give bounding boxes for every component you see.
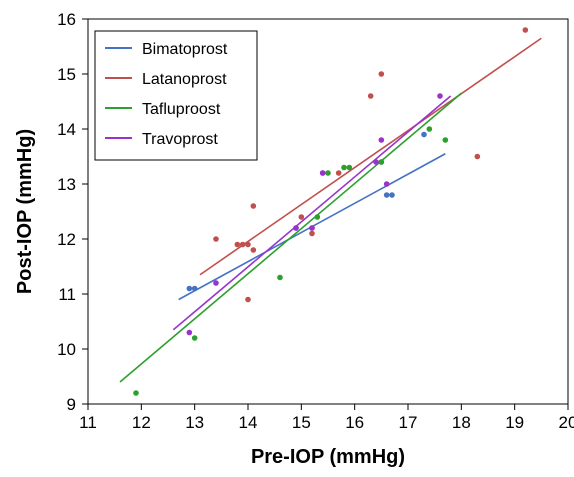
point-latanoprost <box>298 214 305 220</box>
point-latanoprost <box>245 241 251 248</box>
point-latanoprost <box>239 241 246 248</box>
point-latanoprost <box>213 236 219 242</box>
y-tick-label: 9 <box>67 395 76 414</box>
point-travoprost <box>373 159 379 165</box>
point-travoprost <box>319 170 326 176</box>
point-travoprost <box>309 225 315 231</box>
point-travoprost <box>437 93 443 99</box>
point-latanoprost <box>367 93 374 99</box>
legend-label-bimatoprost: Bimatoprost <box>142 41 228 58</box>
x-tick-label: 19 <box>505 413 524 432</box>
y-tick-label: 12 <box>57 230 76 249</box>
y-tick-label: 15 <box>57 65 76 84</box>
point-tafluproost <box>277 274 283 281</box>
point-travoprost <box>383 181 390 187</box>
y-axis-ticks: 9 10 11 12 13 14 15 16 <box>57 10 88 414</box>
point-bimatoprost <box>389 192 395 198</box>
point-tafluproost <box>325 170 331 176</box>
point-tafluproost <box>191 335 198 341</box>
x-tick-label: 13 <box>185 413 204 432</box>
point-tafluproost <box>426 126 433 132</box>
x-tick-label: 11 <box>79 413 97 432</box>
point-bimatoprost <box>383 192 390 198</box>
trendline-travoprost <box>172 95 452 331</box>
point-latanoprost <box>474 153 481 160</box>
point-latanoprost <box>378 71 385 77</box>
y-tick-label: 11 <box>58 285 76 304</box>
point-latanoprost <box>309 230 315 237</box>
x-tick-label: 15 <box>292 413 311 432</box>
point-latanoprost <box>335 170 342 176</box>
point-bimatoprost <box>421 131 427 138</box>
point-latanoprost <box>522 27 529 33</box>
point-bimatoprost <box>191 285 198 292</box>
x-tick-label: 18 <box>452 413 471 432</box>
x-tick-label: 12 <box>132 413 151 432</box>
y-tick-label: 13 <box>57 175 76 194</box>
x-tick-label: 16 <box>345 413 364 432</box>
point-travoprost <box>378 137 385 143</box>
point-tafluproost <box>314 214 321 220</box>
x-tick-label: 20 <box>559 413 574 432</box>
legend-label-latanoprost: Latanoprost <box>142 71 227 88</box>
point-latanoprost <box>250 247 257 253</box>
x-tick-label: 17 <box>399 413 418 432</box>
trendline-tafluproost <box>119 92 462 383</box>
legend-label-travoprost: Travoprost <box>142 131 218 148</box>
point-travoprost <box>186 329 193 336</box>
y-tick-label: 14 <box>57 120 76 139</box>
y-axis-label: Post-IOP (mmHg) <box>14 129 36 294</box>
point-latanoprost <box>234 241 241 248</box>
point-tafluproost <box>133 390 139 396</box>
legend-label-tafluproost: Tafluproost <box>142 101 221 118</box>
point-travoprost <box>293 225 299 231</box>
trendline-latanoprost <box>199 37 542 276</box>
point-latanoprost <box>250 203 257 209</box>
point-tafluproost <box>442 137 449 143</box>
legend: Bimatoprost Latanoprost Tafluproost Travopr… <box>94 30 258 161</box>
point-tafluproost <box>378 159 385 165</box>
point-latanoprost <box>245 296 251 303</box>
x-axis-ticks: 11 12 13 14 15 16 17 18 19 20 <box>79 404 574 432</box>
x-axis-label: Pre-IOP (mmHg) <box>251 446 405 468</box>
point-bimatoprost <box>186 285 193 292</box>
point-tafluproost <box>346 164 353 171</box>
x-tick-label: 14 <box>239 413 258 432</box>
y-tick-label: 10 <box>57 340 76 359</box>
data-points <box>133 27 529 396</box>
point-travoprost <box>213 280 219 286</box>
y-tick-label: 16 <box>57 10 76 29</box>
point-tafluproost <box>341 164 347 171</box>
